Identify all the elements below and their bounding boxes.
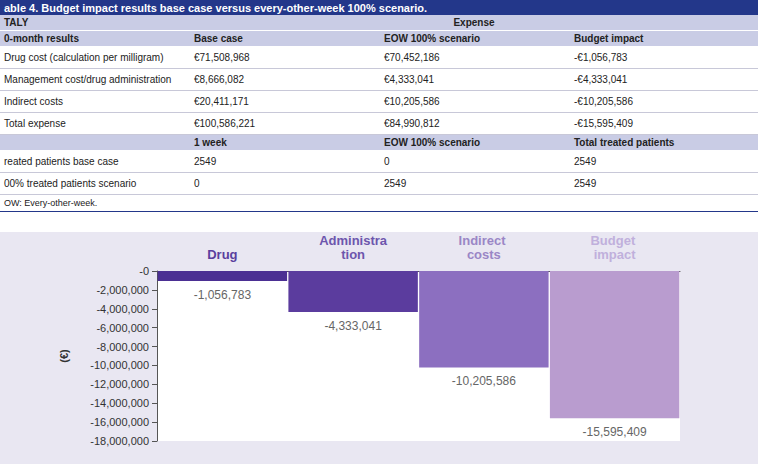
html-text:Indirect costs: Indirect costs xyxy=(4,96,63,107)
html-text:0: 0 xyxy=(194,178,200,189)
html-text:1 week: 1 week xyxy=(194,137,227,148)
html-text:€20,411,171: €20,411,171 xyxy=(194,96,249,107)
svg-text:-10,000,000: -10,000,000 xyxy=(90,359,149,371)
html-text:0: 0 xyxy=(384,156,390,167)
svg-text:-6,000,000: -6,000,000 xyxy=(96,322,149,334)
svg-text:Budget: Budget xyxy=(590,233,638,248)
html-text:OW: Every-other-week.: OW: Every-other-week. xyxy=(4,198,98,208)
svg-text:-4,333,041: -4,333,041 xyxy=(324,319,382,333)
svg-text:(€): (€) xyxy=(58,349,70,363)
html-text:€4,333,041: €4,333,041 xyxy=(384,74,435,85)
html-text:able 4. Budget impact results: able 4. Budget impact results base case … xyxy=(4,1,428,14)
html-text:-€10,205,586: -€10,205,586 xyxy=(574,96,633,107)
html-text:€10,205,586: €10,205,586 xyxy=(384,96,440,107)
html-text:Total expense: Total expense xyxy=(4,118,66,129)
html-text:2549: 2549 xyxy=(574,156,597,167)
html-text:Expense: Expense xyxy=(453,17,495,28)
html-text:€8,666,082: €8,666,082 xyxy=(194,74,245,85)
html-text:Total treated patients: Total treated patients xyxy=(574,137,675,148)
svg-text:-2,000,000: -2,000,000 xyxy=(96,284,149,296)
html-text:€84,990,812: €84,990,812 xyxy=(384,118,440,129)
html-text:Base case: Base case xyxy=(194,33,243,44)
svg-text:-18,000,000: -18,000,000 xyxy=(90,435,149,447)
html-text:EOW 100% scenario: EOW 100% scenario xyxy=(384,137,481,148)
html-text:-€15,595,409: -€15,595,409 xyxy=(574,118,633,129)
html-text:0-month results: 0-month results xyxy=(4,33,79,44)
html-text:00% treated patients scenario: 00% treated patients scenario xyxy=(4,178,137,189)
svg-text:Indirect: Indirect xyxy=(459,233,510,248)
svg-text:costs: costs xyxy=(467,247,501,262)
html-text:€71,508,968: €71,508,968 xyxy=(194,52,250,63)
svg-text:Administra: Administra xyxy=(319,233,388,248)
html-text:2549: 2549 xyxy=(574,178,597,189)
html-text:EOW 100% scenario: EOW 100% scenario xyxy=(384,33,481,44)
html-text:Management cost/drug administr: Management cost/drug administration xyxy=(4,74,172,85)
svg-text:-14,000,000: -14,000,000 xyxy=(90,397,149,409)
html-text:TALY: TALY xyxy=(4,17,29,28)
html-text:reated patients base case: reated patients base case xyxy=(4,156,119,167)
html-text:€70,452,186: €70,452,186 xyxy=(384,52,440,63)
html-text:2549: 2549 xyxy=(194,156,217,167)
svg-text:tion: tion xyxy=(341,247,365,262)
svg-text:-4,000,000: -4,000,000 xyxy=(96,303,149,315)
svg-text:-10,205,586: -10,205,586 xyxy=(452,374,516,388)
html-text:2549: 2549 xyxy=(384,178,407,189)
html-text:Budget impact: Budget impact xyxy=(574,33,644,44)
html-text:Drug cost (calculation per mil: Drug cost (calculation per milligram) xyxy=(4,52,164,63)
svg-text:-15,595,409: -15,595,409 xyxy=(583,425,647,439)
svg-text:Drug: Drug xyxy=(207,247,237,262)
svg-text:-12,000,000: -12,000,000 xyxy=(90,378,149,390)
html-text:-€4,333,041: -€4,333,041 xyxy=(574,74,628,85)
svg-text:-0: -0 xyxy=(139,265,149,277)
svg-text:-1,056,783: -1,056,783 xyxy=(194,288,252,302)
svg-text:-8,000,000: -8,000,000 xyxy=(96,341,149,353)
svg-text:-16,000,000: -16,000,000 xyxy=(90,416,149,428)
svg-text:impact: impact xyxy=(594,247,637,262)
html-text:€100,586,221: €100,586,221 xyxy=(194,118,256,129)
html-text:-€1,056,783: -€1,056,783 xyxy=(574,52,628,63)
